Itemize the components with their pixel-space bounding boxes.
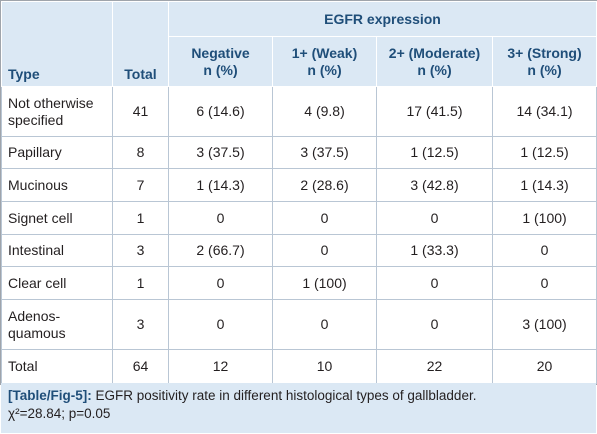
cell-type: Papillary bbox=[1, 136, 113, 169]
cell-negative: 0 bbox=[168, 299, 273, 350]
cell-negative: 1 (14.3) bbox=[168, 168, 273, 202]
header-negative-label: Negative bbox=[191, 44, 250, 61]
cell-moderate: 0 bbox=[376, 299, 493, 350]
cell-total: 41 bbox=[112, 86, 169, 137]
table-row-total: Total 64 12 10 22 20 bbox=[1, 349, 597, 384]
cell-weak: 0 bbox=[272, 201, 377, 235]
cell-type: Clear cell bbox=[1, 266, 113, 300]
cell-total: 3 bbox=[112, 234, 169, 267]
cell-total: 64 bbox=[112, 349, 169, 384]
header-moderate-unit: n (%) bbox=[417, 61, 452, 78]
cell-strong: 0 bbox=[491, 266, 597, 300]
cell-moderate: 22 bbox=[376, 349, 493, 384]
cell-negative: 0 bbox=[168, 201, 273, 235]
cell-moderate: 3 (42.8) bbox=[376, 168, 493, 202]
cell-weak: 0 bbox=[272, 234, 377, 267]
header-strong: 3+ (Strong) n (%) bbox=[491, 36, 597, 87]
cell-strong: 1 (14.3) bbox=[491, 168, 597, 202]
cell-type: Adenos- quamous bbox=[1, 299, 113, 350]
header-negative: Negative n (%) bbox=[168, 36, 273, 87]
egfr-table: Type Total EGFR expression Negative n (%… bbox=[0, 0, 597, 385]
table-caption: [Table/Fig-5]: EGFR positivity rate in d… bbox=[1, 383, 596, 433]
cell-negative: 2 (66.7) bbox=[168, 234, 273, 267]
cell-total: 1 bbox=[112, 266, 169, 300]
cell-moderate: 17 (41.5) bbox=[376, 86, 493, 137]
table-row: Clear cell 1 0 1 (100) 0 0 bbox=[1, 266, 597, 300]
table-row: Not otherwise specified 41 6 (14.6) 4 (9… bbox=[1, 86, 597, 137]
caption-tag: [Table/Fig-5]: bbox=[8, 388, 92, 403]
cell-type-line2: quamous bbox=[8, 324, 66, 341]
header-moderate-label: 2+ (Moderate) bbox=[388, 44, 481, 61]
cell-moderate: 1 (12.5) bbox=[376, 136, 493, 169]
cell-total: 1 bbox=[112, 201, 169, 235]
cell-type: Mucinous bbox=[1, 168, 113, 202]
cell-moderate: 0 bbox=[376, 201, 493, 235]
cell-type: Intestinal bbox=[1, 234, 113, 267]
cell-type: Not otherwise specified bbox=[1, 86, 113, 137]
cell-strong: 0 bbox=[491, 234, 597, 267]
cell-strong: 1 (100) bbox=[491, 201, 597, 235]
cell-weak: 1 (100) bbox=[272, 266, 377, 300]
cell-weak: 2 (28.6) bbox=[272, 168, 377, 202]
cell-negative: 3 (37.5) bbox=[168, 136, 273, 169]
header-weak: 1+ (Weak) n (%) bbox=[272, 36, 377, 87]
header-egfr-expression: EGFR expression bbox=[167, 1, 597, 37]
header-type: Type bbox=[1, 1, 113, 87]
cell-total: 7 bbox=[112, 168, 169, 202]
cell-weak: 10 bbox=[272, 349, 377, 384]
table-row: Adenos- quamous 3 0 0 0 3 (100) bbox=[1, 299, 597, 350]
caption-stats: χ²=28.84; p=0.05 bbox=[8, 406, 111, 421]
cell-total: 3 bbox=[112, 299, 169, 350]
table-row: Signet cell 1 0 0 0 1 (100) bbox=[1, 201, 597, 235]
cell-type-line2: specified bbox=[8, 111, 64, 128]
cell-type: Total bbox=[1, 349, 113, 384]
table-row: Papillary 8 3 (37.5) 3 (37.5) 1 (12.5) 1… bbox=[1, 136, 597, 169]
cell-negative: 0 bbox=[168, 266, 273, 300]
cell-type-line1: Not otherwise bbox=[8, 94, 94, 111]
cell-negative: 12 bbox=[168, 349, 273, 384]
cell-type-line1: Adenos- bbox=[8, 307, 61, 324]
cell-strong: 1 (12.5) bbox=[491, 136, 597, 169]
cell-moderate: 0 bbox=[376, 266, 493, 300]
header-weak-label: 1+ (Weak) bbox=[291, 44, 358, 61]
caption-text: EGFR positivity rate in different histol… bbox=[91, 388, 477, 403]
cell-weak: 0 bbox=[272, 299, 377, 350]
cell-weak: 4 (9.8) bbox=[272, 86, 377, 137]
header-strong-unit: n (%) bbox=[527, 61, 562, 78]
header-weak-unit: n (%) bbox=[307, 61, 342, 78]
table-row: Mucinous 7 1 (14.3) 2 (28.6) 3 (42.8) 1 … bbox=[1, 168, 597, 202]
cell-negative: 6 (14.6) bbox=[168, 86, 273, 137]
header-strong-label: 3+ (Strong) bbox=[507, 44, 582, 61]
cell-total: 8 bbox=[112, 136, 169, 169]
header-negative-unit: n (%) bbox=[203, 61, 238, 78]
cell-type: Signet cell bbox=[1, 201, 113, 235]
cell-weak: 3 (37.5) bbox=[272, 136, 377, 169]
cell-strong: 14 (34.1) bbox=[491, 86, 597, 137]
cell-strong: 20 bbox=[491, 349, 597, 384]
table-row: Intestinal 3 2 (66.7) 0 1 (33.3) 0 bbox=[1, 234, 597, 267]
header-moderate: 2+ (Moderate) n (%) bbox=[376, 36, 493, 87]
header-total: Total bbox=[112, 1, 169, 87]
cell-moderate: 1 (33.3) bbox=[376, 234, 493, 267]
cell-strong: 3 (100) bbox=[491, 299, 597, 350]
